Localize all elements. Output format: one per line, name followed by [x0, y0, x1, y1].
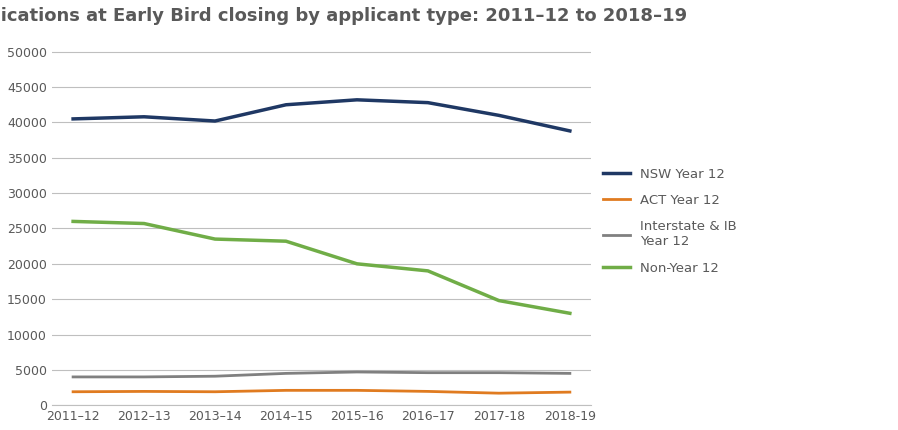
ACT Year 12 [67, 389, 78, 394]
Interstate & IB
Year 12 [494, 370, 505, 375]
NSW Year 12 [67, 117, 78, 122]
NSW Year 12 [138, 114, 149, 120]
Non-Year 12 [138, 221, 149, 226]
Interstate & IB
Year 12 [138, 375, 149, 380]
Non-Year 12 [280, 239, 291, 244]
ACT Year 12 [352, 388, 363, 393]
ACT Year 12 [494, 390, 505, 396]
Non-Year 12 [352, 261, 363, 267]
Non-Year 12 [423, 268, 434, 273]
NSW Year 12 [352, 97, 363, 102]
Interstate & IB
Year 12 [209, 374, 220, 379]
Line: NSW Year 12: NSW Year 12 [73, 100, 570, 131]
Interstate & IB
Year 12 [423, 370, 434, 375]
Title: Applications at Early Bird closing by applicant type: 2011–12 to 2018–19: Applications at Early Bird closing by ap… [0, 7, 688, 25]
Non-Year 12 [67, 219, 78, 224]
ACT Year 12 [209, 389, 220, 394]
NSW Year 12 [565, 128, 576, 133]
Interstate & IB
Year 12 [67, 375, 78, 380]
Interstate & IB
Year 12 [352, 369, 363, 375]
Non-Year 12 [209, 237, 220, 242]
Non-Year 12 [494, 298, 505, 303]
ACT Year 12 [565, 390, 576, 395]
NSW Year 12 [209, 118, 220, 123]
Line: Non-Year 12: Non-Year 12 [73, 221, 570, 313]
Interstate & IB
Year 12 [280, 371, 291, 376]
Legend: NSW Year 12, ACT Year 12, Interstate & IB
Year 12, Non-Year 12: NSW Year 12, ACT Year 12, Interstate & I… [603, 168, 737, 275]
NSW Year 12 [280, 102, 291, 108]
NSW Year 12 [494, 113, 505, 118]
Line: ACT Year 12: ACT Year 12 [73, 390, 570, 393]
Interstate & IB
Year 12 [565, 371, 576, 376]
ACT Year 12 [280, 388, 291, 393]
ACT Year 12 [423, 389, 434, 394]
ACT Year 12 [138, 389, 149, 394]
Line: Interstate & IB
Year 12: Interstate & IB Year 12 [73, 372, 570, 377]
Non-Year 12 [565, 311, 576, 316]
NSW Year 12 [423, 100, 434, 105]
